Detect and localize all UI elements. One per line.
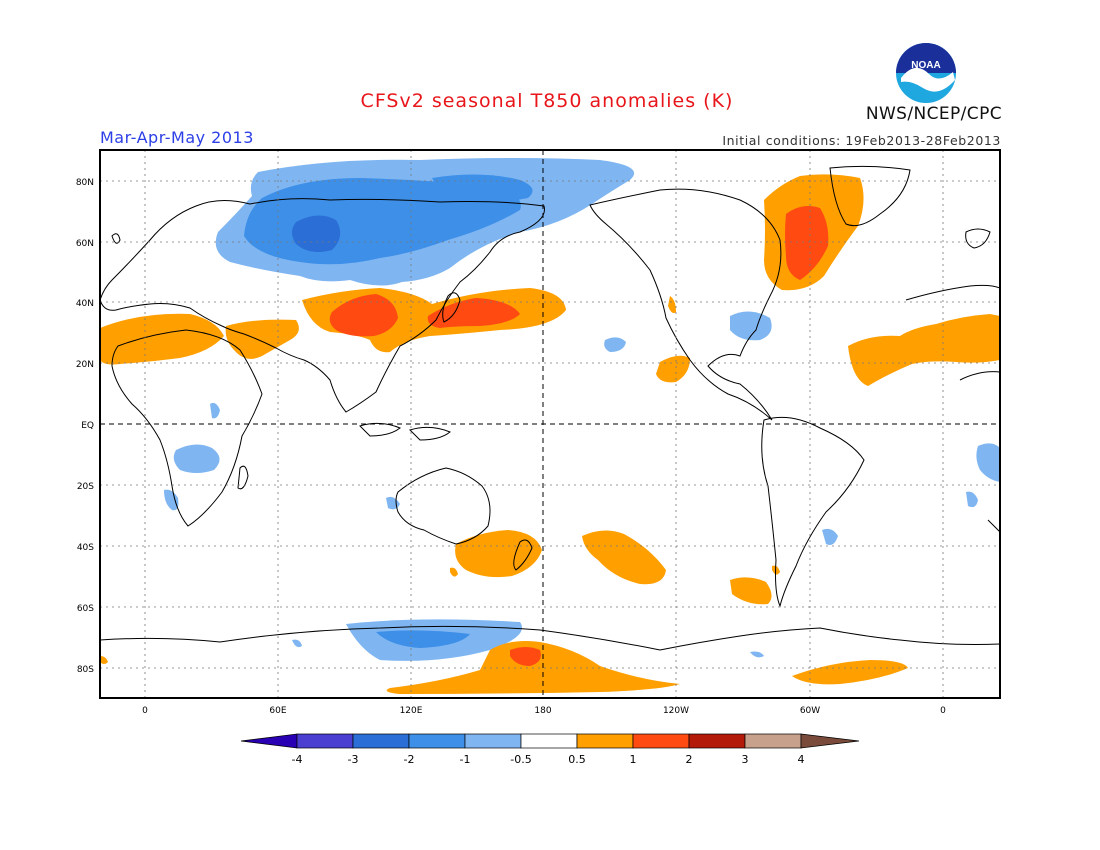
colorbar-tick-label: -1: [460, 753, 471, 766]
coastlines: [100, 165, 1000, 698]
latitude-label: 40S: [77, 543, 94, 553]
noaa-logo: NOAA: [896, 43, 956, 103]
agency-label: NWS/NCEP/CPC: [865, 104, 1002, 124]
longitude-label: 180: [534, 706, 551, 716]
colorbar-segment: [464, 733, 522, 749]
map-frame: [99, 149, 1001, 699]
longitude-labels: 0 60E 120E 180 120W 60W 0: [142, 706, 946, 716]
colorbar-tick-label: 3: [742, 753, 749, 766]
longitude-label: 60W: [800, 706, 820, 716]
season-label: Mar-Apr-May 2013: [100, 128, 254, 147]
latitude-label: 60N: [76, 239, 94, 249]
graticule: [100, 150, 1000, 698]
longitude-label: 120W: [663, 706, 689, 716]
latitude-label: 40N: [76, 299, 94, 309]
latitude-label: EQ: [81, 421, 94, 431]
latitude-label: 60S: [77, 604, 94, 614]
colorbar-segment: [632, 733, 690, 749]
latitude-label: 20S: [77, 482, 94, 492]
latitude-label: 80S: [77, 665, 94, 675]
longitude-label: 120E: [400, 706, 423, 716]
colorbar-tick-label: 0.5: [568, 753, 586, 766]
colorbar-tick-label: -0.5: [510, 753, 531, 766]
initial-conditions-label: Initial conditions: 19Feb2013-28Feb2013: [722, 133, 1001, 148]
colorbar-segment: [296, 733, 354, 749]
colorbar-tick-label: 2: [686, 753, 693, 766]
latitude-labels: 80N 60N 40N 20N EQ 20S 40S 60S 80S: [76, 178, 94, 675]
colorbar-segment: [520, 733, 578, 749]
colorbar-tick-label: -2: [404, 753, 415, 766]
colorbar-segment: [576, 733, 634, 749]
anomaly-fields: [100, 158, 1000, 698]
colorbar-left-arrow: [240, 733, 298, 749]
longitude-label: 60E: [269, 706, 286, 716]
strong-cold-anomaly-core: [292, 215, 341, 252]
longitude-label: 0: [142, 706, 148, 716]
colorbar-tick-label: 1: [630, 753, 637, 766]
colorbar-right-arrow: [800, 733, 860, 749]
longitude-label: 0: [940, 706, 946, 716]
colorbar-tick-label: -3: [348, 753, 359, 766]
strong-warm-anomaly-regions: [329, 206, 829, 666]
map-title: CFSv2 seasonal T850 anomalies (K): [360, 90, 734, 112]
latitude-label: 80N: [76, 178, 94, 188]
colorbar-tick-label: -4: [292, 753, 303, 766]
colorbar-segment: [408, 733, 466, 749]
logo-text: NOAA: [911, 60, 940, 71]
latitude-label: 20N: [76, 360, 94, 370]
colorbar-segment: [744, 733, 802, 749]
colorbar-segment: [352, 733, 410, 749]
colorbar-segment: [688, 733, 746, 749]
colorbar-tick-label: 4: [798, 753, 805, 766]
